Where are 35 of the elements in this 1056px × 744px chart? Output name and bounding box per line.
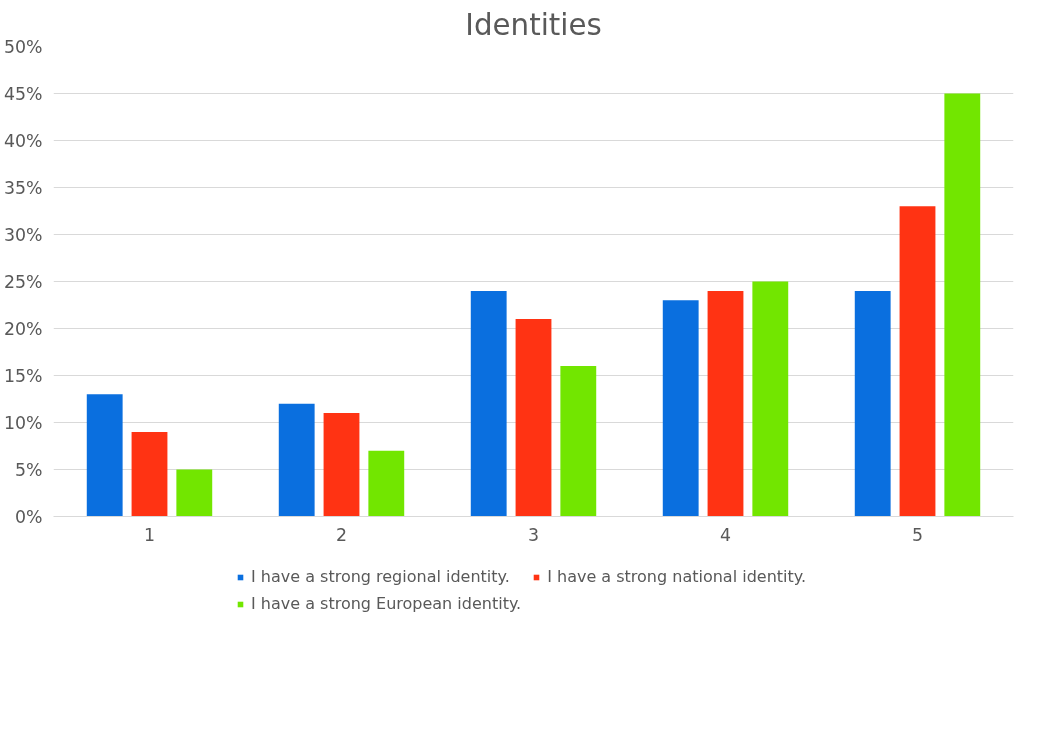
bar <box>131 431 168 517</box>
bar <box>944 93 981 517</box>
legend-label: I have a strong national identity. <box>547 567 807 586</box>
x-tick-label: 1 <box>143 524 156 545</box>
bar <box>515 319 552 517</box>
x-tick-label: 4 <box>719 524 732 545</box>
y-tick-label: 45% <box>3 83 43 104</box>
bar <box>707 290 744 517</box>
x-tick-label: 5 <box>911 524 924 545</box>
bar <box>86 394 123 517</box>
legend-label: I have a strong regional identity. <box>251 567 510 586</box>
x-tick-label: 3 <box>527 524 540 545</box>
y-tick-label: 5% <box>15 459 43 480</box>
y-tick-label: 35% <box>3 177 43 198</box>
y-tick-label: 30% <box>3 224 43 245</box>
y-tick-label: 20% <box>3 318 43 339</box>
legend-label: I have a strong European identity. <box>251 594 522 613</box>
bar <box>176 469 213 517</box>
bar <box>854 290 891 517</box>
x-tick-label: 2 <box>335 524 348 545</box>
bar <box>278 403 315 517</box>
y-tick-label: 50% <box>3 36 43 57</box>
chart-title: Identities <box>465 7 602 42</box>
bar <box>368 450 405 517</box>
bar <box>662 300 699 517</box>
y-tick-label: 40% <box>3 130 43 151</box>
y-tick-label: 15% <box>3 365 43 386</box>
bar <box>323 413 360 517</box>
bar <box>560 366 597 517</box>
bar <box>752 281 789 517</box>
bar <box>899 206 936 517</box>
bar <box>470 290 507 517</box>
y-tick-label: 10% <box>3 412 43 433</box>
y-tick-label: 0% <box>15 506 43 527</box>
y-tick-label: 25% <box>3 271 43 292</box>
